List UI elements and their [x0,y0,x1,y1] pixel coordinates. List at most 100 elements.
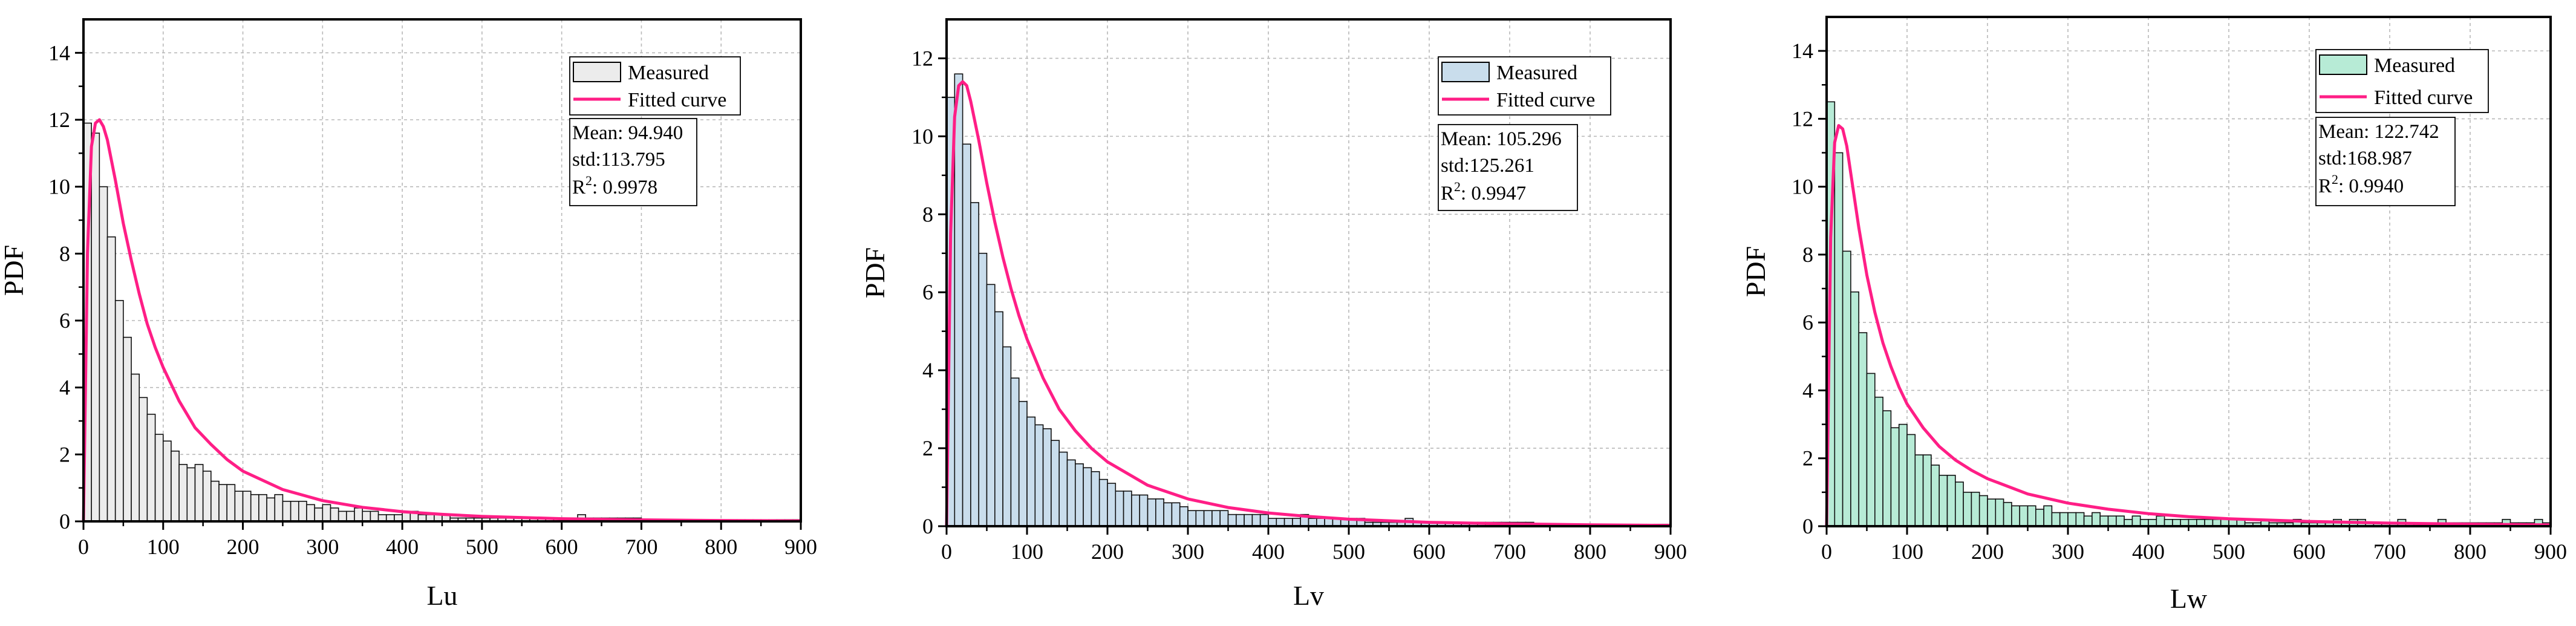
y-tick-label: 2 [59,442,70,466]
y-tick-label: 10 [911,124,933,148]
legend-label-measured: Measured [628,62,709,84]
histogram-bar [1866,373,1876,527]
histogram-bar [2092,512,2101,527]
y-tick-label: 12 [1792,106,1813,131]
histogram-bar [986,284,996,527]
histogram-bar [1155,498,1164,527]
histogram-bar [1922,454,1932,527]
histogram-bar [1971,492,1980,527]
histogram-bar [2107,515,2117,527]
histogram-bar [2116,515,2125,527]
fitted-curve [82,118,801,523]
histogram-bar [1236,514,1245,527]
stats-mean: Mean: 94.940 [572,122,683,144]
histogram-bar [1083,467,1092,527]
histogram-bar [178,464,188,522]
histogram-bar [346,510,355,522]
histogram-bar [2011,505,2020,527]
histogram-bar [1179,506,1189,527]
x-axis-label: Lu [426,580,457,611]
histogram-bar [218,484,227,522]
histogram-bar [337,510,347,522]
histogram-bar [1075,463,1084,527]
histogram-bar [1058,451,1068,527]
histogram-bar [1131,494,1141,527]
histogram-bar [362,510,371,522]
histogram-bar [1026,416,1036,527]
x-tick-label: 900 [2534,540,2567,564]
stats-frame [1438,124,1578,211]
x-tick-label: 700 [625,535,657,559]
histogram-bar [186,467,196,522]
histogram-bar [2083,515,2093,527]
histogram-bar [2019,505,2029,527]
legend-label-fitted: Fitted curve [1496,89,1595,111]
y-axis-label: PDF [859,247,890,298]
histogram-bar [1034,424,1044,527]
histogram-bar [330,507,339,522]
histogram-bar [1858,332,1868,527]
histogram-bar [106,236,116,522]
y-tick-label: 12 [911,46,933,70]
histogram-bar [2051,512,2061,527]
y-tick-label: 14 [1792,39,1813,63]
histogram-bar [1259,514,1269,527]
histogram-bar [962,143,971,527]
y-tick-label: 0 [1802,514,1813,538]
y-tick-label: 2 [922,436,933,460]
histogram-bar [1123,491,1132,527]
fitted-curve [1825,124,2551,527]
histogram-bar [1890,427,1900,527]
stats-frame [2315,117,2456,206]
histogram-bar [1987,498,1997,527]
legend: Measured Fitted curve [569,56,741,116]
chart-lu: 0 100 200 300 400 500 600 700 800 900 0 2 4 6 8 10 12 14 L… [0,18,817,611]
histogram-bar [1850,291,1859,527]
histogram-bar [1834,152,1844,527]
histogram-bar [202,471,212,522]
histogram-bar [1955,481,1964,527]
histogram-bar [274,494,284,522]
histogram-bar [1978,495,1988,527]
x-tick-label: 0 [1821,540,1832,564]
stats-r2: R2: 0.9947 [1441,179,1526,204]
histogram-bar [210,480,220,522]
histogram-bar [1244,514,1253,527]
histogram-bar [370,510,379,522]
histogram-bar [322,504,331,522]
histogram-bar [1195,510,1205,527]
histogram-bar [1098,478,1108,527]
x-tick-label: 0 [78,535,89,559]
histogram-bar [954,73,964,527]
histogram-bar [1874,396,1883,527]
y-tick-label: 14 [48,41,70,65]
histogram-bar [1163,502,1173,527]
histogram-bar [1066,459,1076,527]
legend-label-fitted: Fitted curve [628,89,726,111]
x-tick-label: 200 [1971,540,2004,564]
x-tick-label: 800 [2454,540,2486,564]
histogram-bar [123,336,132,522]
histogram-bar [2059,512,2069,527]
histogram-bar [298,500,307,522]
y-tick-label: 2 [1802,446,1813,471]
histogram-bar [99,186,108,522]
x-tick-label: 700 [1493,540,1526,564]
y-tick-label: 10 [1792,175,1813,199]
x-axis-label: Lv [1293,580,1324,611]
histogram-bar [146,414,156,522]
y-tick-label: 8 [59,241,70,266]
histogram-bar [131,373,140,522]
x-tick-label: 500 [2212,540,2245,564]
histogram-bar [1898,423,1908,527]
histogram-bar [1842,250,1851,527]
histogram-bar [2075,512,2085,527]
histogram-bar [226,484,236,522]
histogram-bar [1995,498,2004,527]
legend-box [569,56,741,116]
histogram-bar [154,434,164,522]
stats-r2: R2: 0.9940 [2318,172,2404,197]
histogram-bar [314,507,324,522]
